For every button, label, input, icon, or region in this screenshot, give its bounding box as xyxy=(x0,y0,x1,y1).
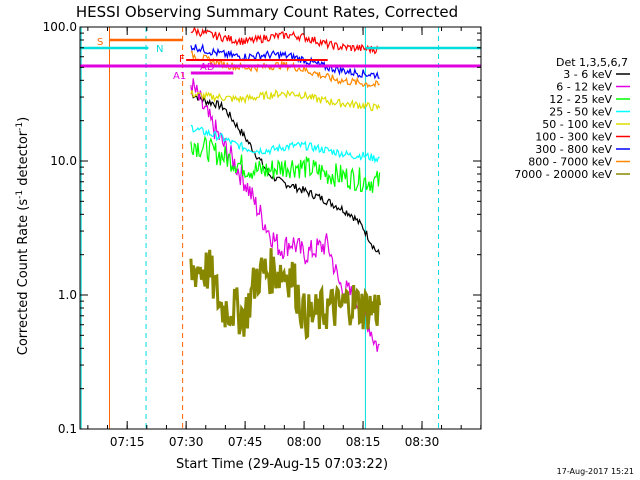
legend-label: 800 - 7000 keV xyxy=(528,156,612,169)
y-tick-label: 10.0 xyxy=(50,154,77,168)
footer-timestamp: 17-Aug-2017 15:21 xyxy=(557,467,634,476)
legend-label: 7000 - 20000 keV xyxy=(514,168,612,181)
legend-label: 100 - 300 keV xyxy=(535,131,612,144)
x-axis-label: Start Time (29-Aug-15 07:03:22) xyxy=(176,457,388,472)
y-axis-label-part: ) xyxy=(16,117,31,122)
overlay-layer: S N F AD A1 xyxy=(80,37,481,82)
y-axis-label-exponent: -1 xyxy=(15,122,25,131)
x-axis: 07:15 07:30 07:45 08:00 08:15 08:30 xyxy=(87,27,482,449)
series-line xyxy=(190,26,380,55)
y-axis-label: Corrected Count Rate (s-1 detector-1) xyxy=(15,117,31,355)
plot-frame xyxy=(79,26,482,430)
x-tick-label: 08:15 xyxy=(346,435,381,449)
y-axis-label-part: detector xyxy=(16,130,31,190)
x-tick-label: 07:45 xyxy=(228,435,263,449)
annotation-label: S xyxy=(97,37,103,48)
series-line xyxy=(190,124,380,164)
event-markers xyxy=(80,27,440,429)
series-line xyxy=(190,135,381,193)
x-tick-label: 07:15 xyxy=(110,435,145,449)
y-tick-label: 100.0 xyxy=(43,20,77,34)
x-tick-label: 08:30 xyxy=(405,435,440,449)
y-tick-label: 1.0 xyxy=(58,288,77,302)
y-tick-label: 0.1 xyxy=(58,422,77,436)
y-axis: 0.1 1.0 10.0 100.0 xyxy=(43,20,481,436)
series-line xyxy=(190,43,380,80)
annotation-label: F xyxy=(179,54,185,65)
series-line xyxy=(190,89,381,112)
y-axis-label-part: Corrected Count Rate (s xyxy=(16,199,31,356)
legend-label: 300 - 800 keV xyxy=(535,143,612,156)
series-line xyxy=(189,248,382,341)
legend-title: Det 1,3,5,6,7 xyxy=(556,56,628,69)
annotation-label: N xyxy=(156,44,163,55)
x-tick-label: 08:00 xyxy=(287,435,322,449)
chart-title: HESSI Observing Summary Count Rates, Cor… xyxy=(76,3,458,21)
legend-label: 25 - 50 keV xyxy=(549,106,612,119)
legend-label: 3 - 6 keV xyxy=(563,68,612,81)
legend-label: 12 - 25 keV xyxy=(549,93,612,106)
y-axis-label-exponent: -1 xyxy=(15,190,25,199)
x-tick-label: 07:30 xyxy=(169,435,204,449)
legend-label: 6 - 12 keV xyxy=(556,81,612,94)
legend-label: 50 - 100 keV xyxy=(542,118,612,131)
series-line xyxy=(190,92,381,255)
annotation-label: AD xyxy=(200,62,215,73)
annotation-label: A1 xyxy=(173,71,186,82)
series-line xyxy=(190,78,380,352)
